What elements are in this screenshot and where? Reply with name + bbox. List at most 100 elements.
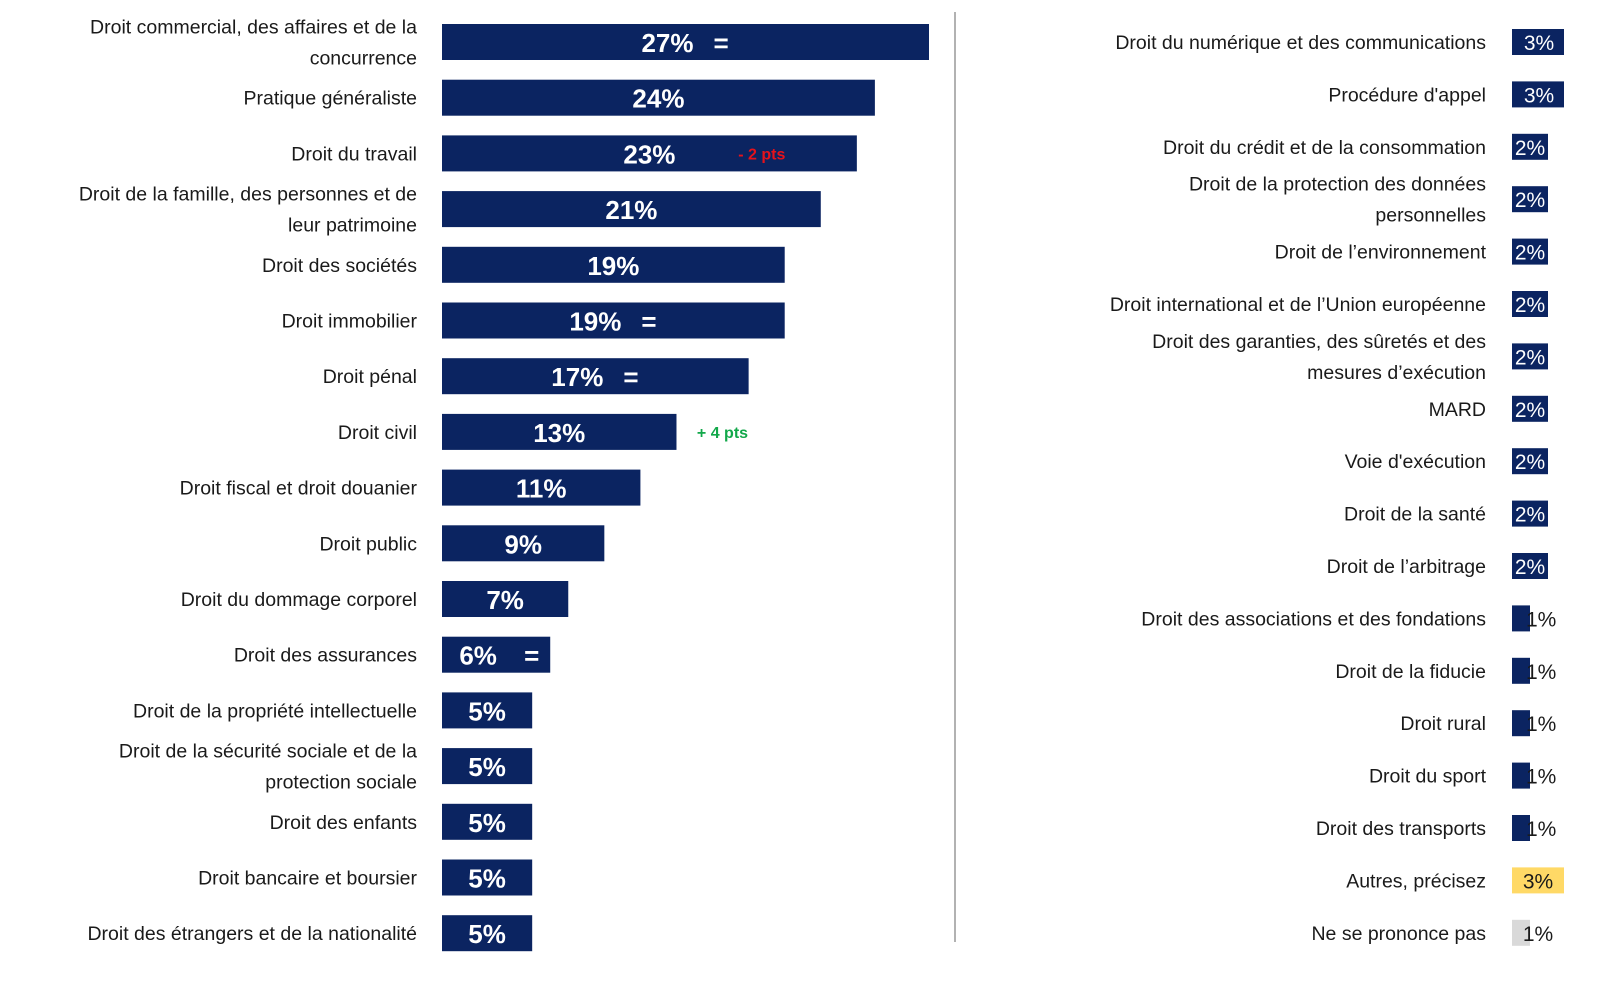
data-label-right: 2% bbox=[1515, 399, 1545, 422]
data-label-left: 19% bbox=[587, 251, 639, 281]
bar-right-5 bbox=[1512, 291, 1548, 317]
data-label-left: 6% bbox=[459, 641, 497, 671]
category-label: Droit de la fiducie bbox=[1335, 661, 1486, 683]
data-label-left: 17% bbox=[551, 362, 603, 392]
data-label-right: 2% bbox=[1515, 556, 1545, 579]
bar-left-13 bbox=[442, 748, 533, 785]
category-label-line: Droit des transports bbox=[1316, 818, 1486, 840]
bar-left-4 bbox=[442, 246, 785, 283]
category-label-line: Droit commercial, des affaires et de la bbox=[90, 17, 417, 39]
bar-right-3 bbox=[1512, 186, 1548, 213]
category-label: Droit civil bbox=[338, 422, 417, 444]
category-label-line: Ne se prononce pas bbox=[1311, 923, 1486, 945]
data-label-left: 5% bbox=[468, 919, 506, 949]
data-label-left: 5% bbox=[468, 752, 506, 782]
bar-right-7 bbox=[1512, 395, 1548, 422]
category-label: Procédure d'appel bbox=[1328, 84, 1486, 106]
category-label: Droit public bbox=[319, 533, 417, 555]
bar-left-3 bbox=[442, 191, 821, 228]
category-label-line: Droit bancaire et boursier bbox=[198, 868, 417, 890]
bar-right-12 bbox=[1512, 657, 1530, 684]
category-label: Ne se prononce pas bbox=[1311, 923, 1486, 945]
category-label: Droit des transports bbox=[1316, 818, 1486, 840]
data-label-left: 23% bbox=[623, 139, 675, 169]
bar-right-10 bbox=[1512, 553, 1548, 579]
bar-right-15 bbox=[1512, 815, 1530, 841]
category-label: Droit bancaire et boursier bbox=[198, 868, 417, 890]
data-label-left: 5% bbox=[468, 808, 506, 838]
data-label-right: 2% bbox=[1515, 451, 1545, 474]
category-label: Droit de la famille, des personnes et de… bbox=[79, 184, 417, 237]
data-label-left: 7% bbox=[486, 585, 524, 615]
category-label: Droit de l’arbitrage bbox=[1327, 556, 1486, 578]
category-label: Droit des sociétés bbox=[262, 255, 417, 277]
category-label-line: mesures d’exécution bbox=[1307, 362, 1486, 384]
data-label-right: 1% bbox=[1526, 608, 1556, 631]
category-label-line: Droit pénal bbox=[323, 366, 417, 388]
bar-left-5 bbox=[442, 302, 785, 339]
category-label-line: personnelles bbox=[1375, 205, 1486, 227]
data-label-right: 2% bbox=[1515, 504, 1545, 527]
data-label-right: 2% bbox=[1515, 137, 1545, 160]
category-label: Droit du dommage corporel bbox=[181, 589, 417, 611]
bar-left-2 bbox=[442, 135, 857, 172]
data-label-right: 3% bbox=[1524, 84, 1554, 107]
category-label: Droit du numérique et des communications bbox=[1115, 32, 1486, 54]
data-label-left: 11% bbox=[516, 474, 567, 504]
data-label-right: 2% bbox=[1515, 242, 1545, 265]
equal-marker: = bbox=[641, 307, 656, 337]
category-label: Droit de la propriété intellectuelle bbox=[133, 700, 417, 722]
category-label: Droit du crédit et de la consommation bbox=[1163, 137, 1486, 159]
data-label-right: 1% bbox=[1526, 818, 1556, 841]
category-label-line: Droit du sport bbox=[1369, 766, 1487, 788]
data-label-right: 2% bbox=[1515, 189, 1545, 212]
bar-right-0 bbox=[1512, 29, 1564, 55]
category-label-line: Droit rural bbox=[1400, 713, 1486, 735]
category-label-line: Droit fiscal et droit douanier bbox=[180, 478, 418, 500]
data-label-left: 27% bbox=[641, 28, 693, 58]
category-label-line: Droit de la famille, des personnes et de bbox=[79, 184, 417, 206]
category-label: Voie d'exécution bbox=[1345, 451, 1486, 473]
equal-marker: = bbox=[714, 28, 729, 58]
data-label-left: 21% bbox=[605, 195, 657, 225]
category-label-line: Droit public bbox=[319, 533, 417, 555]
data-label-right: 1% bbox=[1526, 713, 1556, 736]
category-label: Droit immobilier bbox=[282, 311, 418, 333]
category-label-line: Droit de la santé bbox=[1344, 504, 1486, 526]
category-label: Droit des associations et des fondations bbox=[1141, 608, 1486, 630]
data-label-right: 3% bbox=[1523, 870, 1553, 893]
category-label: Droit de la santé bbox=[1344, 504, 1486, 526]
category-label: Droit de l’environnement bbox=[1275, 242, 1487, 264]
category-label-line: Droit de la sécurité sociale et de la bbox=[119, 741, 417, 763]
bar-right-2 bbox=[1512, 133, 1548, 160]
equal-marker: = bbox=[623, 362, 638, 392]
category-label: Droit des étrangers et de la nationalité bbox=[87, 923, 417, 945]
bar-left-6 bbox=[442, 358, 749, 395]
bar-right-8 bbox=[1512, 448, 1548, 475]
bar-right-14 bbox=[1512, 762, 1530, 789]
category-label-line: Droit international et de l’Union europé… bbox=[1110, 294, 1486, 316]
bar-left-12 bbox=[442, 692, 533, 729]
data-label-left: 9% bbox=[504, 529, 542, 559]
category-label-line: Droit du dommage corporel bbox=[181, 589, 417, 611]
bar-right-4 bbox=[1512, 238, 1548, 265]
category-label-line: Voie d'exécution bbox=[1345, 451, 1486, 473]
category-label-line: leur patrimoine bbox=[288, 215, 417, 237]
data-label-right: 2% bbox=[1515, 294, 1545, 317]
bar-left-11 bbox=[442, 636, 551, 673]
data-label-right: 2% bbox=[1515, 346, 1545, 369]
category-label-line: Droit des sociétés bbox=[262, 255, 417, 277]
category-label-line: Droit de la protection des données bbox=[1189, 174, 1486, 196]
bar-left-10 bbox=[442, 581, 569, 617]
bar-left-9 bbox=[442, 525, 605, 562]
data-label-right: 1% bbox=[1526, 766, 1556, 789]
category-label-line: MARD bbox=[1429, 399, 1486, 421]
category-label-line: concurrence bbox=[310, 48, 417, 70]
category-label-line: Droit des enfants bbox=[270, 812, 418, 834]
data-label-left: 24% bbox=[632, 84, 684, 114]
category-label: Droit des assurances bbox=[234, 645, 417, 667]
category-label-line: Droit de la propriété intellectuelle bbox=[133, 700, 417, 722]
category-label: MARD bbox=[1429, 399, 1486, 421]
category-label: Droit du sport bbox=[1369, 766, 1487, 788]
